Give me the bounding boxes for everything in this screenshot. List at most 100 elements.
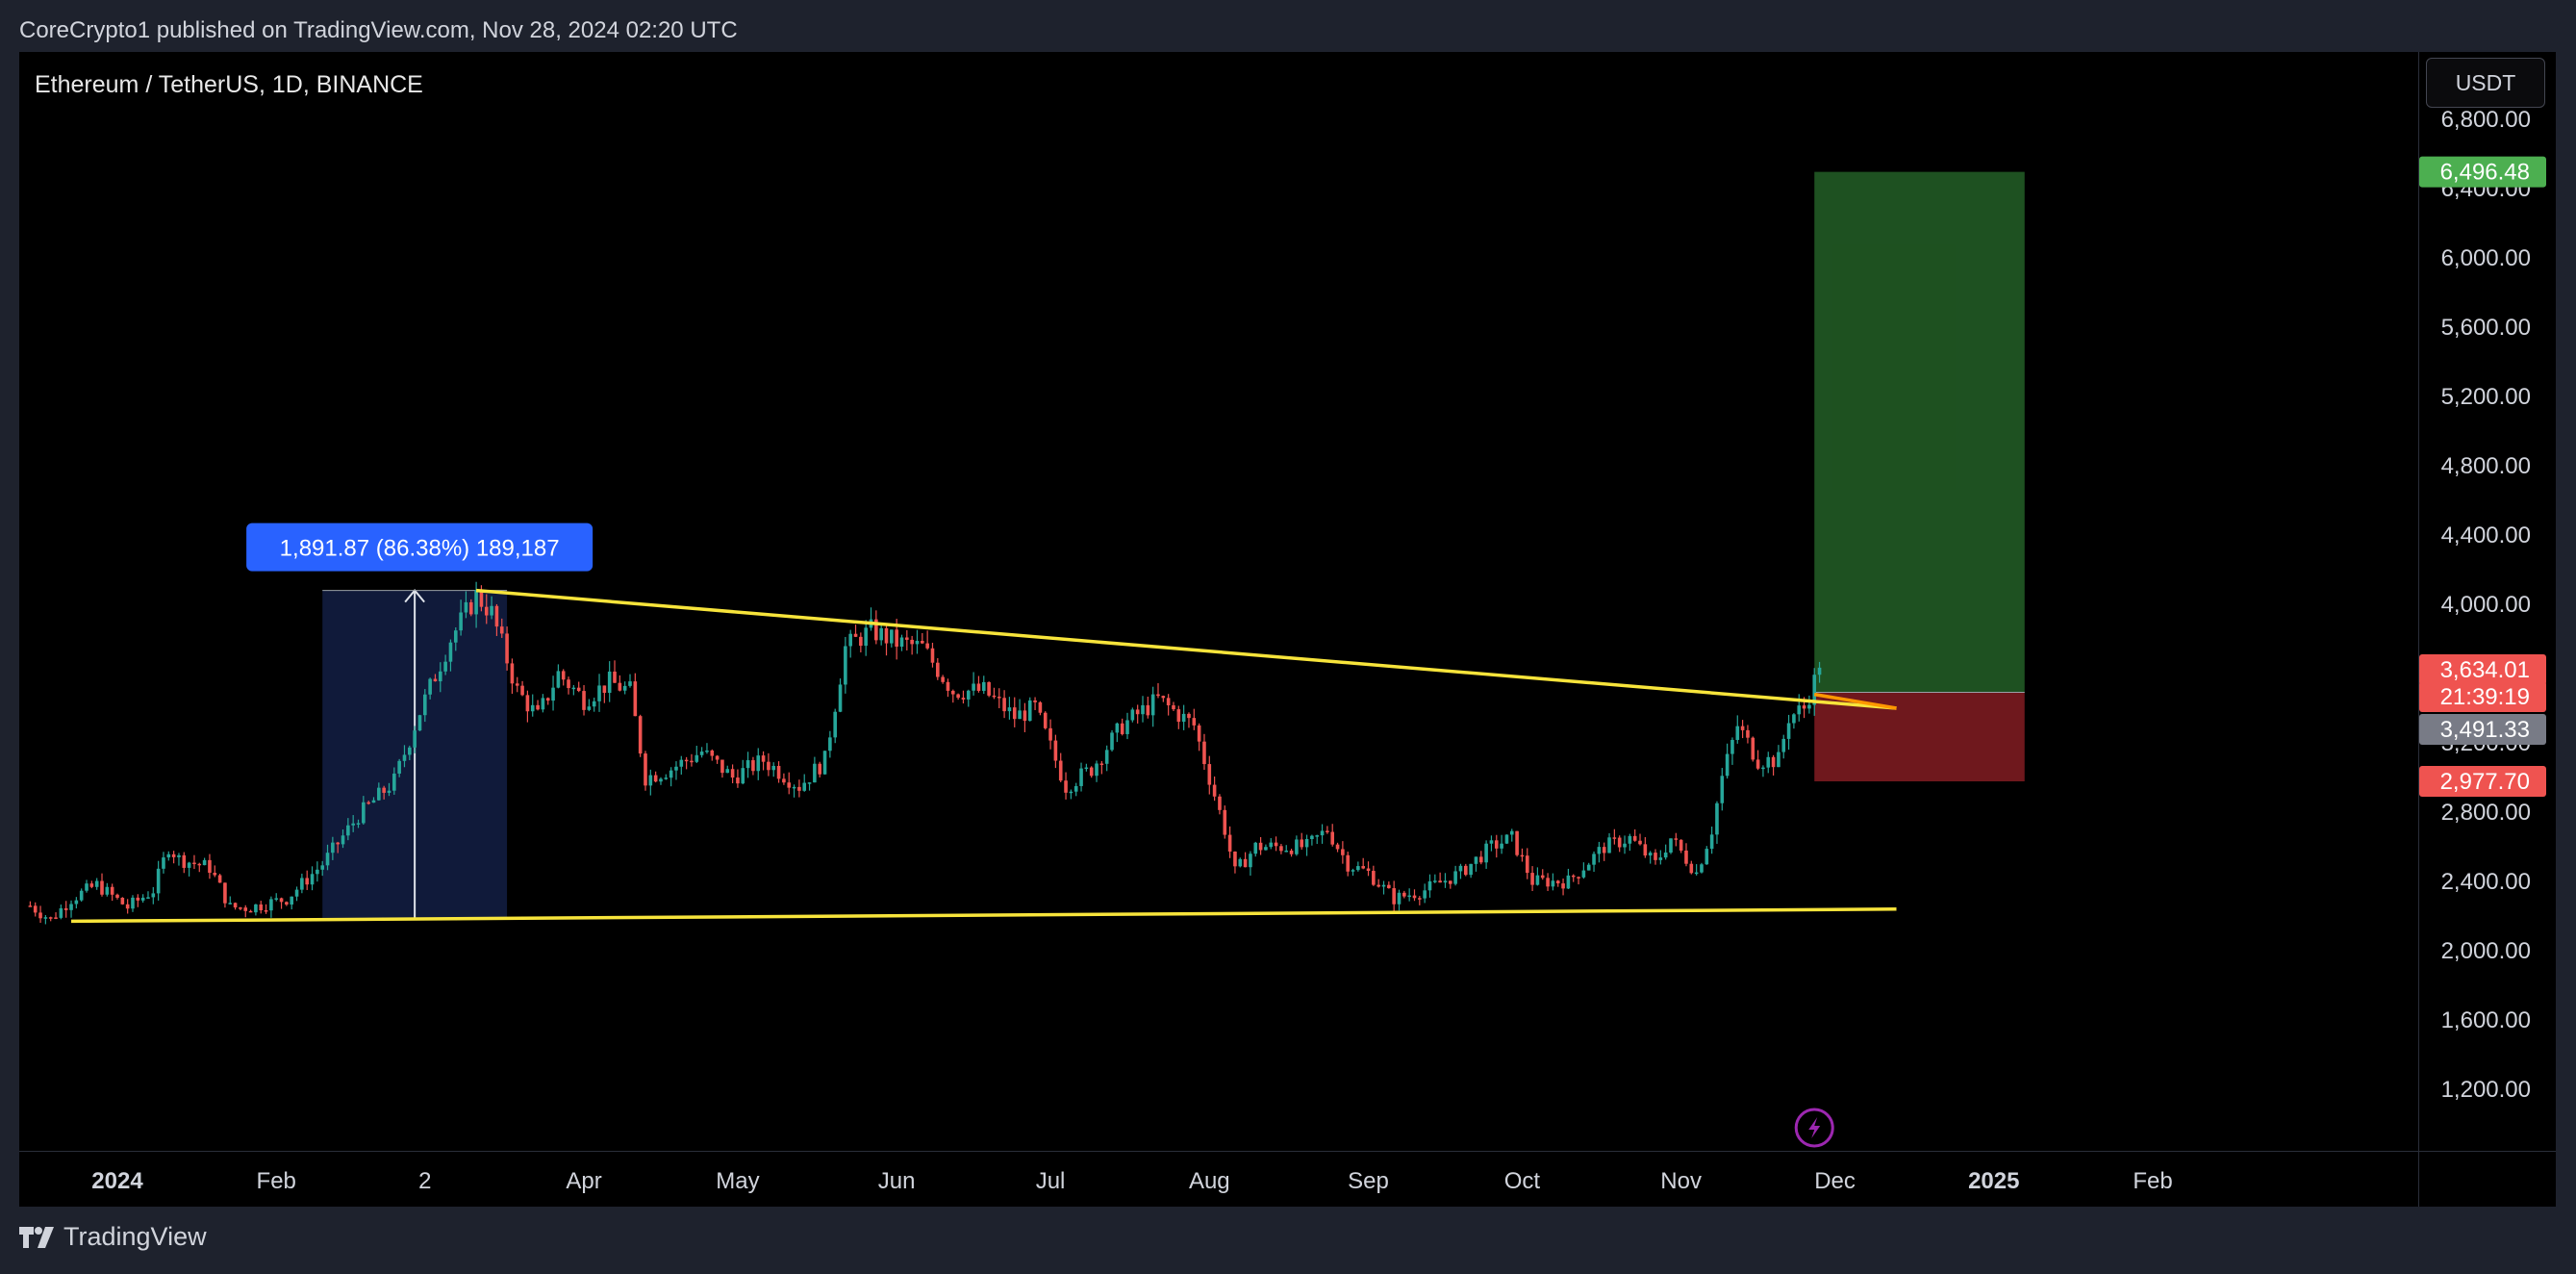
candle-body xyxy=(1438,880,1442,883)
tradingview-logo-icon xyxy=(19,1226,54,1248)
candle-body xyxy=(279,898,284,903)
price-chart-svg[interactable]: 1,891.87 (86.38%) 189,187 1,200.00 1,600.0… xyxy=(19,52,2556,1207)
candle-body xyxy=(1700,864,1704,873)
measure-label: 1,891.87 (86.38%) 189,187 xyxy=(280,536,560,562)
candle-body xyxy=(910,639,914,645)
y-tick-label: 5,600.00 xyxy=(2441,315,2531,341)
candle-body xyxy=(751,760,755,772)
candle-body xyxy=(1628,835,1632,844)
candle-body xyxy=(664,777,669,779)
candle-body xyxy=(807,782,812,784)
candle-body xyxy=(1463,865,1468,876)
candle-body xyxy=(264,910,268,912)
trendline-support[interactable] xyxy=(71,907,1897,924)
candle-body xyxy=(838,684,843,712)
candle-body xyxy=(1099,763,1104,765)
candle-body xyxy=(1330,831,1335,845)
candle-body xyxy=(1181,713,1186,723)
candle-body xyxy=(720,759,724,774)
candle-body xyxy=(1018,710,1022,720)
candle-body xyxy=(1525,855,1529,874)
price-label-box xyxy=(2419,714,2546,745)
candle-body xyxy=(1478,856,1483,863)
candle-body xyxy=(771,765,776,771)
candle-body xyxy=(1617,837,1622,848)
candle-body xyxy=(1484,843,1488,863)
candle-body xyxy=(510,663,515,684)
candle-body xyxy=(387,790,391,793)
candle-body xyxy=(1515,830,1519,855)
candle-body xyxy=(930,648,935,663)
candle-body xyxy=(408,747,412,755)
candle-body xyxy=(1084,767,1089,770)
candle-body xyxy=(587,706,592,710)
candle-body xyxy=(992,695,997,698)
price-label-box xyxy=(2419,766,2546,798)
candle-body xyxy=(1141,704,1145,715)
candle-body xyxy=(699,752,704,755)
lightning-icon[interactable] xyxy=(1794,1108,1834,1148)
candle-body xyxy=(63,907,68,910)
candle-body xyxy=(305,878,310,885)
candle-body xyxy=(1561,883,1565,889)
x-tick-label: Aug xyxy=(1189,1168,1230,1194)
candle-body xyxy=(402,754,407,761)
candle-body xyxy=(1751,737,1755,760)
candle-body xyxy=(1427,880,1432,891)
candle-body xyxy=(622,685,627,691)
candle-body xyxy=(1489,840,1494,844)
y-tick-label: 2,000.00 xyxy=(2441,938,2531,964)
candle-body xyxy=(1095,763,1099,777)
candle-body xyxy=(767,761,770,771)
candle-body xyxy=(1654,853,1657,860)
candle-body xyxy=(525,695,530,712)
candle-body xyxy=(1669,838,1673,853)
candle-body xyxy=(1443,880,1448,883)
candle-body xyxy=(1197,725,1201,742)
trendline-resistance[interactable] xyxy=(475,588,1897,710)
candle-body xyxy=(494,605,499,627)
stop-zone[interactable] xyxy=(1814,692,2025,782)
candle-body xyxy=(936,662,940,677)
candle-body xyxy=(1392,888,1396,905)
symbol-title: Ethereum / TetherUS, 1D, BINANCE xyxy=(35,71,423,98)
candle-body xyxy=(1607,837,1611,854)
currency-button[interactable]: USDT xyxy=(2426,58,2545,108)
candle-body xyxy=(1079,768,1083,786)
candle-body xyxy=(1802,705,1806,709)
candle-body xyxy=(705,750,709,752)
candle-body xyxy=(228,903,233,905)
candle-body xyxy=(54,917,58,919)
candle-body xyxy=(1284,850,1289,853)
x-tick-label: May xyxy=(716,1168,759,1194)
candle-body xyxy=(597,685,601,701)
candle-body xyxy=(1356,866,1360,871)
candle-body xyxy=(1207,764,1212,785)
candle-body xyxy=(187,862,191,868)
candle-body xyxy=(782,778,786,783)
candle-body xyxy=(981,681,986,691)
candle-body xyxy=(1551,880,1555,887)
candle-body xyxy=(1043,712,1048,728)
candle-body xyxy=(1453,871,1457,884)
x-tick-label: Jun xyxy=(878,1168,916,1194)
candle-body xyxy=(1172,705,1175,710)
chart-pane[interactable]: 1,891.87 (86.38%) 189,187 1,200.00 1,600.0… xyxy=(19,52,2556,1207)
candle-body xyxy=(1597,847,1602,854)
candle-body xyxy=(941,676,945,682)
candle-body xyxy=(1227,834,1232,852)
candle-body xyxy=(1023,710,1027,722)
candle-body xyxy=(377,787,381,801)
candle-body xyxy=(961,698,966,700)
candle-body xyxy=(1366,868,1371,872)
candle-body xyxy=(674,766,678,771)
candle-body xyxy=(844,646,847,685)
x-tick-label: Sep xyxy=(1348,1168,1389,1194)
candle-body xyxy=(1535,875,1540,885)
candle-body xyxy=(28,905,33,907)
candle-body xyxy=(571,687,576,690)
candle-body xyxy=(1705,849,1709,865)
candle-body xyxy=(1577,877,1580,879)
candle-body xyxy=(1520,854,1525,857)
target-zone[interactable] xyxy=(1814,171,2025,693)
